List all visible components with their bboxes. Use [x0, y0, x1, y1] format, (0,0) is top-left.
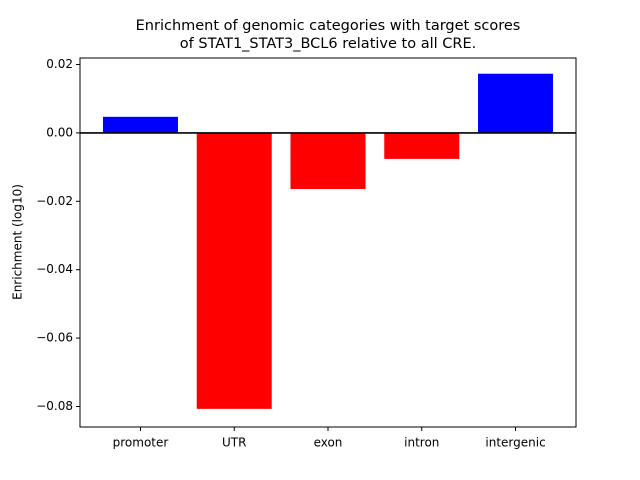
bar — [196, 132, 272, 409]
y-tick-label: −0.08 — [36, 399, 73, 413]
chart-title: Enrichment of genomic categories with ta… — [136, 18, 521, 34]
y-axis-label: Enrichment (log10) — [11, 184, 25, 300]
bar — [478, 73, 554, 133]
chart-title: of STAT1_STAT3_BCL6 relative to all CRE. — [180, 36, 476, 52]
y-tick-label: −0.04 — [36, 262, 73, 276]
y-tick-label: 0.02 — [46, 57, 73, 71]
y-tick-label: 0.00 — [46, 125, 73, 139]
x-tick-label: intergenic — [485, 436, 545, 450]
bar — [102, 116, 178, 133]
x-tick-label: intron — [404, 436, 439, 450]
y-tick-label: −0.06 — [36, 331, 73, 345]
plot-frame — [79, 57, 577, 428]
bar — [290, 132, 366, 189]
x-tick-label: UTR — [222, 436, 246, 450]
x-tick-label: promoter — [113, 436, 169, 450]
x-tick-label: exon — [314, 436, 343, 450]
bar — [384, 132, 460, 159]
y-tick-label: −0.02 — [36, 194, 73, 208]
